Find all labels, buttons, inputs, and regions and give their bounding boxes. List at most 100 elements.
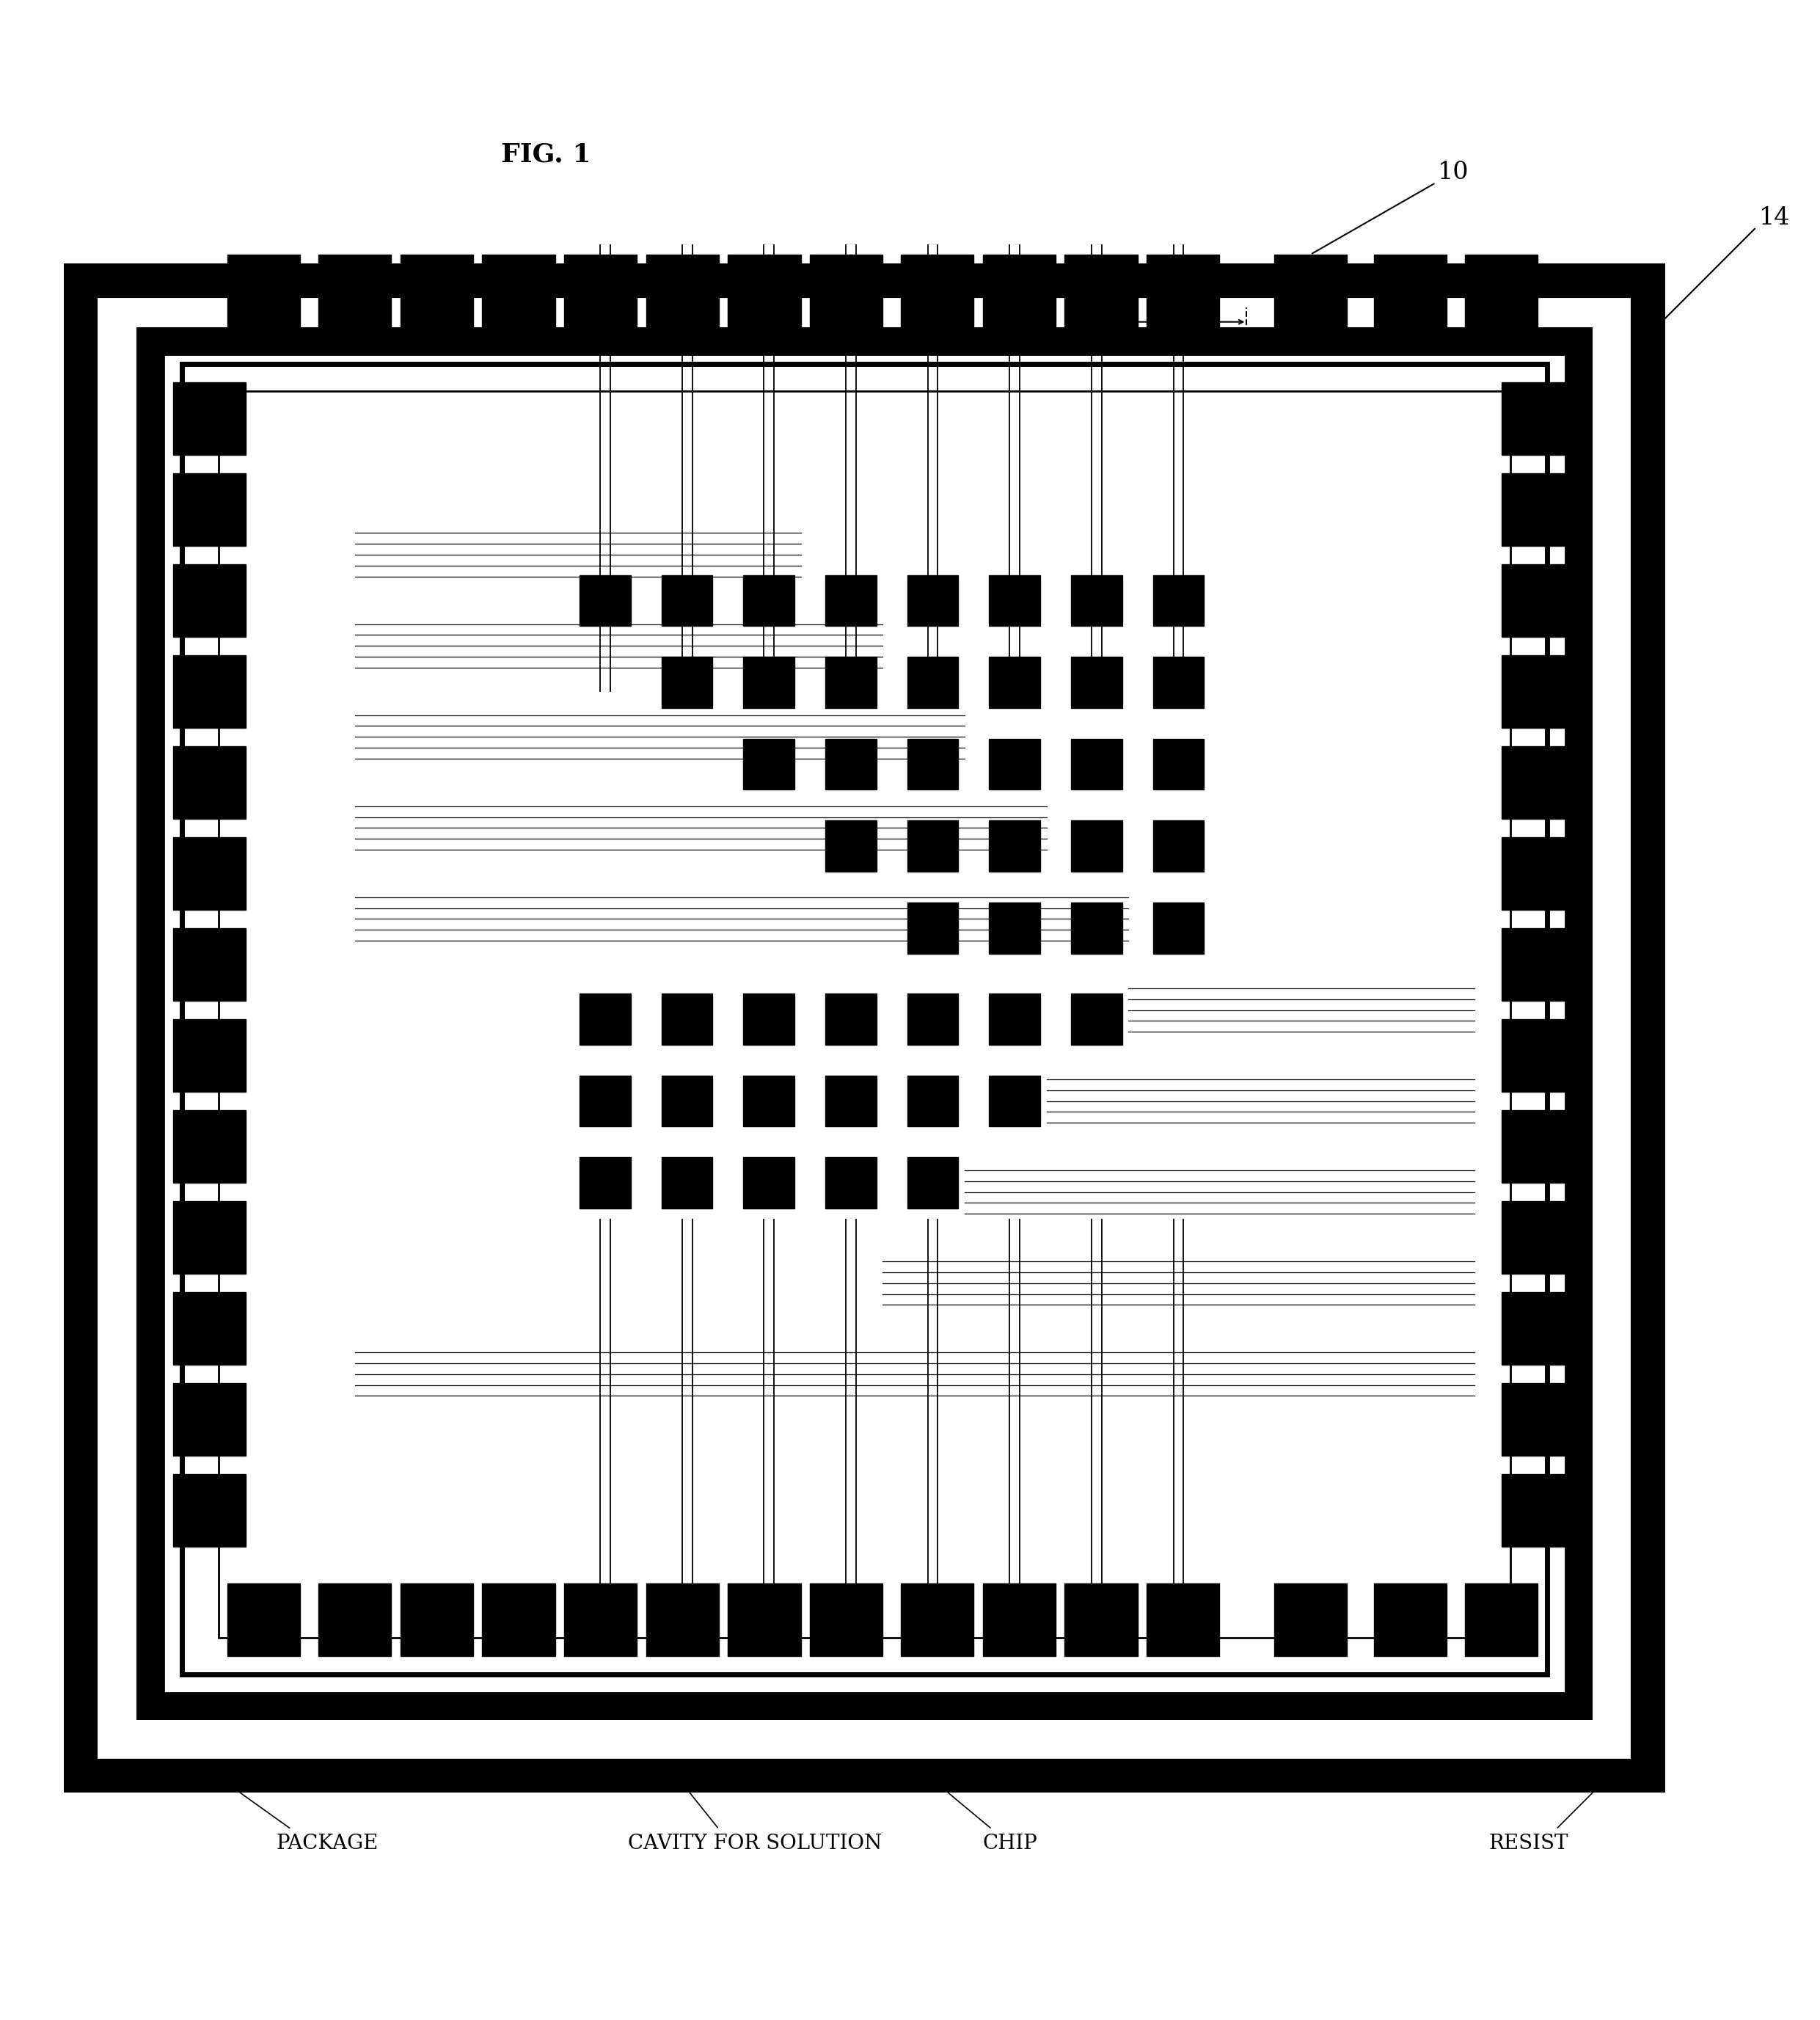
Bar (1502, 654, 1574, 727)
Bar (728, 255, 801, 327)
Bar (1147, 255, 1219, 327)
Bar (810, 1584, 883, 1656)
Bar (826, 994, 877, 1044)
Bar (318, 255, 391, 327)
Bar (173, 927, 246, 1000)
Text: Al LINES 10 uM WIDTH
5uM SPACING: Al LINES 10 uM WIDTH 5uM SPACING (355, 887, 606, 933)
Bar (990, 994, 1041, 1044)
Bar (173, 654, 246, 727)
Bar (1154, 739, 1205, 790)
Bar (173, 745, 246, 818)
Bar (173, 836, 246, 909)
Bar (1070, 576, 1121, 626)
Bar (64, 265, 1665, 1794)
Bar (983, 255, 1056, 327)
Text: CAVITY FOR SOLUTION: CAVITY FOR SOLUTION (628, 1834, 883, 1854)
Bar (744, 1075, 794, 1127)
Bar (96, 297, 1633, 1759)
Bar (646, 1584, 719, 1656)
Bar (1374, 1584, 1447, 1656)
Bar (400, 1584, 473, 1656)
Bar (173, 1293, 246, 1366)
Bar (182, 364, 1547, 1675)
Bar (1374, 255, 1447, 327)
Bar (744, 739, 794, 790)
Bar (908, 820, 957, 873)
Bar (482, 1584, 555, 1656)
Bar (1502, 473, 1574, 545)
Bar (96, 297, 1633, 1759)
Bar (581, 1075, 632, 1127)
Bar (173, 1111, 246, 1184)
Bar (744, 656, 794, 707)
Bar (318, 1584, 391, 1656)
Text: Al PADS (RESIST OPENED: Al PADS (RESIST OPENED (1138, 1428, 1418, 1448)
Bar (228, 255, 300, 327)
Bar (826, 820, 877, 873)
Bar (1502, 745, 1574, 818)
Bar (581, 576, 632, 626)
Bar (744, 576, 794, 626)
Bar (1070, 739, 1121, 790)
Bar (990, 903, 1041, 953)
Bar (901, 255, 974, 327)
Bar (1502, 1384, 1574, 1456)
Bar (1465, 1584, 1538, 1656)
Bar (173, 382, 246, 455)
Bar (990, 1075, 1041, 1127)
Bar (908, 739, 957, 790)
Bar (1502, 1202, 1574, 1275)
Bar (908, 1075, 957, 1127)
Bar (744, 1157, 794, 1208)
Text: 200um: 200um (1128, 384, 1199, 404)
Bar (1065, 255, 1138, 327)
Bar (646, 255, 719, 327)
Bar (564, 1584, 637, 1656)
Bar (990, 820, 1041, 873)
Bar (564, 255, 637, 327)
Text: Al ELECTRODES
(RESIST OPENED): Al ELECTRODES (RESIST OPENED) (1192, 949, 1389, 998)
Text: CHIP: CHIP (983, 1834, 1037, 1854)
Text: 12: 12 (1130, 543, 1341, 663)
Bar (1502, 927, 1574, 1000)
Bar (662, 656, 713, 707)
Bar (826, 1075, 877, 1127)
Bar (173, 473, 246, 545)
Bar (1070, 820, 1121, 873)
Bar (990, 656, 1041, 707)
Bar (1154, 576, 1205, 626)
Text: 14: 14 (1758, 206, 1791, 230)
Text: 300um: 300um (1274, 311, 1345, 331)
Bar (826, 656, 877, 707)
Bar (1070, 994, 1121, 1044)
Bar (1065, 1584, 1138, 1656)
Bar (173, 564, 246, 636)
Bar (1274, 1584, 1347, 1656)
Bar (662, 1075, 713, 1127)
Bar (1502, 1475, 1574, 1547)
Bar (228, 1584, 300, 1656)
Bar (901, 1584, 974, 1656)
Bar (1147, 1584, 1219, 1656)
Bar (1274, 255, 1347, 327)
Bar (908, 994, 957, 1044)
Bar (1502, 836, 1574, 909)
Text: 10: 10 (1312, 162, 1469, 255)
Bar (1502, 1020, 1574, 1093)
Bar (983, 1584, 1056, 1656)
Bar (908, 656, 957, 707)
Bar (1154, 903, 1205, 953)
Text: FIG. 1: FIG. 1 (501, 141, 592, 168)
Bar (173, 1475, 246, 1547)
Bar (173, 1202, 246, 1275)
Bar (173, 1384, 246, 1456)
Bar (581, 994, 632, 1044)
Bar (744, 994, 794, 1044)
Bar (810, 255, 883, 327)
Bar (136, 327, 1592, 1719)
Bar (1502, 1293, 1574, 1366)
Bar (482, 255, 555, 327)
Bar (826, 1157, 877, 1208)
Text: 50 MICRONS: 50 MICRONS (410, 608, 550, 628)
Bar (908, 903, 957, 953)
